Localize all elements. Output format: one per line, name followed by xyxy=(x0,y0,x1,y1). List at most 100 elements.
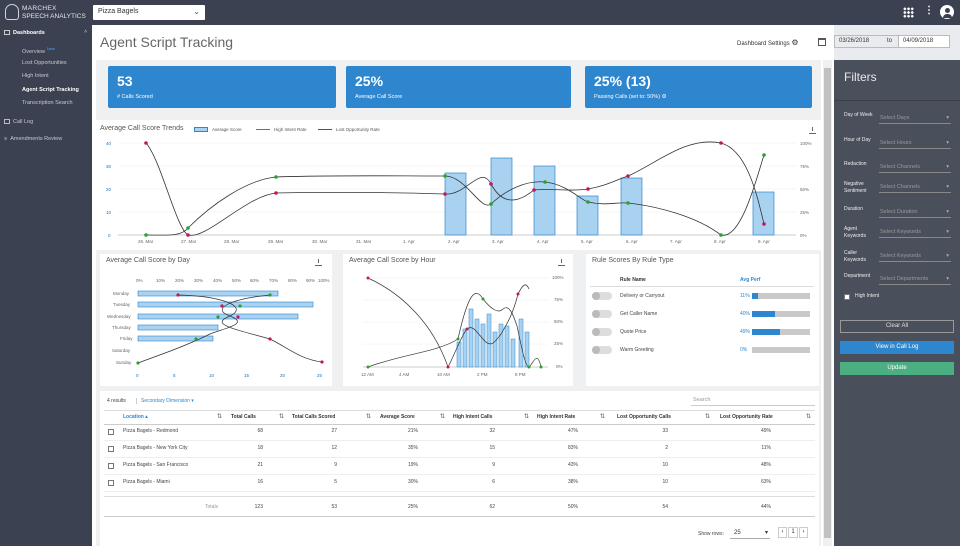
bar-thursday xyxy=(137,324,219,331)
next-page-button[interactable]: › xyxy=(799,527,808,538)
sidebar-item-amendments-review[interactable]: ≡ Amendments Review xyxy=(4,136,63,142)
download-icon[interactable] xyxy=(315,259,322,266)
x-tick: 1. Apr xyxy=(403,239,415,244)
sort-icon[interactable]: ⇅ xyxy=(705,414,711,420)
filter-select[interactable]: Select Keywords xyxy=(879,227,951,238)
sidebar-section-dashboards[interactable]: Dashboards xyxy=(4,30,45,36)
chevron-up-icon[interactable]: ˄ xyxy=(84,29,88,35)
sort-icon[interactable]: ⇅ xyxy=(279,414,285,420)
table-cell: 33 xyxy=(662,428,668,434)
sidebar-item-agent-script-tracking[interactable]: Agent Script Tracking xyxy=(22,87,79,93)
by-day-panel: Average Call Score by Day 0% 10% 20% 30%… xyxy=(100,254,332,386)
row-divider xyxy=(104,440,815,441)
top-tick: 0% xyxy=(136,278,143,283)
table-cell: 32 xyxy=(489,428,495,434)
x-tick: 2. Apr xyxy=(448,239,460,244)
column-header-total-calls[interactable]: Total Calls xyxy=(231,414,256,420)
trend-bars xyxy=(444,157,775,236)
table-cell: 11% xyxy=(761,445,771,451)
sort-icon[interactable]: ⇅ xyxy=(600,414,606,420)
rule-toggle[interactable] xyxy=(592,292,612,300)
search-input[interactable]: Search xyxy=(691,395,815,406)
filter-select[interactable]: Select Hours xyxy=(879,138,951,149)
rule-toggle[interactable] xyxy=(592,346,612,354)
x-tick: 10 AM xyxy=(437,372,450,377)
apps-grid-icon[interactable] xyxy=(903,7,914,18)
column-header-lost-opportunity-calls[interactable]: Lost Opportunity Calls xyxy=(617,414,671,420)
filter-select[interactable]: Select Days xyxy=(879,113,951,124)
sort-icon[interactable]: ⇅ xyxy=(440,414,446,420)
y-left-tick: 20 xyxy=(106,187,112,192)
page-title: Agent Script Tracking xyxy=(100,34,234,50)
sidebar-item-high-intent[interactable]: High Intent xyxy=(22,73,49,79)
rule-toggle[interactable] xyxy=(592,328,612,336)
show-rows-select[interactable]: 25 ▾ xyxy=(730,527,770,539)
column-header-location[interactable]: Location ▴ xyxy=(123,414,148,420)
sort-icon[interactable]: ⇅ xyxy=(366,414,372,420)
filter-select[interactable]: Select Channels xyxy=(879,182,951,193)
table-cell: 68 xyxy=(257,428,263,434)
gear-icon[interactable]: ⚙ xyxy=(661,94,667,100)
column-header-high-intent-rate[interactable]: High Intent Rate xyxy=(537,414,576,420)
gear-icon: ⚙ xyxy=(791,38,799,47)
table-cell: 2 xyxy=(665,445,668,451)
sidebar-item-transcription-search[interactable]: Transcription Search xyxy=(22,100,73,106)
sort-icon[interactable]: ⇅ xyxy=(217,414,223,420)
sort-icon[interactable]: ⇅ xyxy=(806,414,812,420)
dashboard-settings-button[interactable]: Dashboard Settings ⚙ xyxy=(737,38,799,47)
calendar-icon[interactable] xyxy=(818,38,826,46)
account-select[interactable]: Pizza Bagels ⌄ xyxy=(93,5,205,20)
row-checkbox[interactable] xyxy=(108,463,114,469)
top-tick: 20% xyxy=(175,278,185,283)
prev-page-button[interactable]: ‹ xyxy=(778,527,787,538)
x-tick: 5. Apr xyxy=(581,239,593,244)
column-header-high-intent-calls[interactable]: High Intent Calls xyxy=(453,414,493,420)
top-tick: 90% xyxy=(306,278,316,283)
day-label: Monday xyxy=(113,291,130,296)
date-to-input[interactable]: 04/09/2018 xyxy=(898,35,950,48)
filter-select[interactable]: Select Departments xyxy=(879,274,951,285)
filter-select[interactable]: Select Keywords xyxy=(879,251,951,262)
bar-tuesday xyxy=(137,301,314,308)
sort-icon[interactable]: ⇅ xyxy=(524,414,530,420)
totals-label: Totals xyxy=(205,504,219,510)
sidebar: Dashboards ˄ OverviewNew Lost Opportunit… xyxy=(0,25,92,546)
table-cell-location: Pizza Bagels - Redmond xyxy=(123,428,179,434)
page-number[interactable]: 1 xyxy=(788,527,798,538)
total-lost-opp-calls: 54 xyxy=(662,504,668,510)
x-tick: 7. Apr xyxy=(670,239,682,244)
filter-select[interactable]: Select Channels xyxy=(879,162,951,173)
update-button[interactable]: Update xyxy=(840,362,954,375)
scrollbar[interactable] xyxy=(823,60,832,546)
table-cell-location: Pizza Bagels - New York City xyxy=(123,445,188,451)
clear-all-button[interactable]: Clear All xyxy=(840,320,954,333)
high-intent-checkbox[interactable] xyxy=(844,294,850,300)
filter-select[interactable]: Select Duration xyxy=(879,207,951,218)
bar-friday xyxy=(137,335,214,342)
more-vert-icon[interactable]: ⋮ xyxy=(924,5,934,16)
column-header-lost-opportunity-rate[interactable]: Lost Opportunity Rate xyxy=(720,414,773,420)
sidebar-item-lost-opportunities[interactable]: Lost Opportunities xyxy=(22,60,67,66)
bar-6-apr xyxy=(620,177,643,236)
sidebar-item-call-log[interactable]: Call Log xyxy=(4,119,33,125)
column-header-average-score[interactable]: Average Score xyxy=(380,414,415,420)
view-in-call-log-button[interactable]: View in Call Log xyxy=(840,341,954,354)
rule-toggle[interactable] xyxy=(592,310,612,318)
column-header-total-calls-scored[interactable]: Total Calls Scored xyxy=(292,414,336,420)
trend-chart-svg xyxy=(118,141,796,237)
row-checkbox[interactable] xyxy=(108,429,114,435)
table-cell: 19% xyxy=(407,462,418,468)
row-checkbox[interactable] xyxy=(108,446,114,452)
sidebar-item-overview[interactable]: OverviewNew xyxy=(22,46,55,55)
chevron-down-icon: ⌄ xyxy=(193,7,200,16)
download-icon[interactable] xyxy=(558,259,565,266)
y-right-tick: 25% xyxy=(554,341,564,346)
rule-perf: 11% xyxy=(740,293,750,299)
y-right-tick: 0% xyxy=(800,233,807,238)
account-avatar-icon[interactable] xyxy=(940,5,954,19)
download-icon[interactable] xyxy=(809,127,816,134)
rule-name: Quote Price xyxy=(620,329,647,335)
total-average-score: 25% xyxy=(407,504,418,510)
secondary-dimension-button[interactable]: Secondary Dimension ▾ xyxy=(136,398,194,404)
row-checkbox[interactable] xyxy=(108,480,114,486)
